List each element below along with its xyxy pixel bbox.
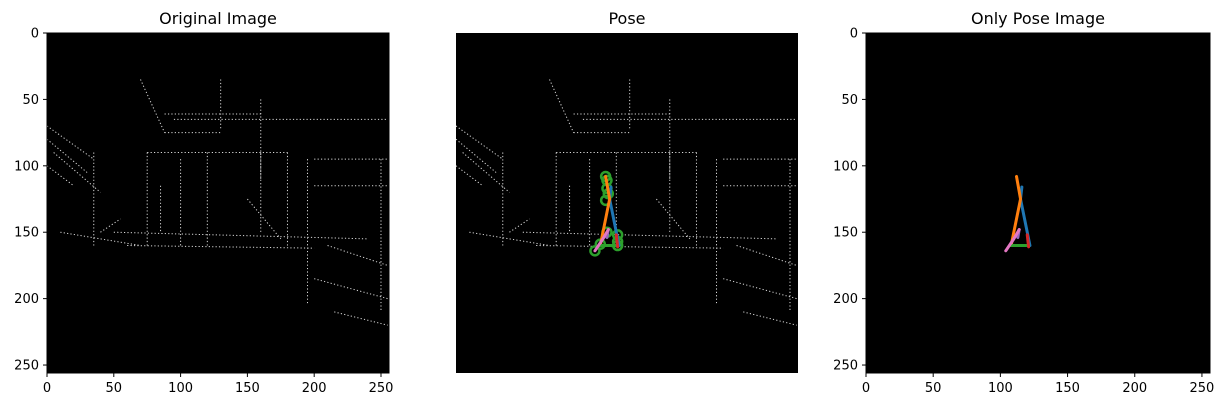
edge-line: [327, 245, 388, 266]
x-tick-label: 50: [106, 381, 123, 396]
x-tick-label: 100: [168, 381, 193, 396]
x-tick-label: 0: [43, 381, 51, 396]
panel-title-original: Original Image: [159, 9, 277, 28]
edge-line: [140, 79, 166, 133]
edge-line: [314, 278, 388, 300]
x-tick-label: 200: [302, 381, 327, 396]
pose-skeleton-overlay: [589, 170, 624, 257]
edge-line: [53, 152, 101, 193]
edge-line: [47, 165, 75, 187]
y-tick-label: 200: [14, 292, 39, 307]
edge-line: [549, 79, 575, 133]
edge-line: [113, 231, 368, 240]
pose-limb-line: [614, 233, 620, 249]
x-tick-label: 0: [862, 381, 870, 396]
edge-line: [334, 311, 388, 326]
edge-line: [509, 218, 530, 233]
panel-title-only-pose: Only Pose Image: [971, 9, 1105, 28]
y-tick-label: 100: [833, 159, 858, 174]
y-ticks-original: 0 50 100 150 200 250: [14, 27, 47, 374]
y-tick-label: 250: [14, 359, 39, 374]
pose-limb-line: [598, 174, 612, 247]
x-tick-label: 250: [1190, 381, 1215, 396]
image-area-only-pose: [866, 33, 1210, 373]
x-tick-label: 150: [235, 381, 260, 396]
y-tick-label: 100: [14, 159, 39, 174]
y-tick-label: 0: [850, 27, 858, 42]
edge-line: [723, 278, 797, 300]
panel-original-image: Original Image 0 50 100 150 200 250 0 50 100 150…: [14, 9, 393, 396]
edge-line: [47, 125, 95, 160]
edge-line: [127, 245, 315, 249]
x-tick-label: 100: [988, 381, 1013, 396]
edge-line: [100, 218, 121, 233]
edge-line: [522, 231, 777, 240]
y-tick-label: 50: [22, 93, 39, 108]
pose-skeleton-only: [1004, 174, 1032, 253]
x-ticks-original: 0 50 100 150 200 250: [43, 373, 394, 396]
y-tick-label: 150: [833, 226, 858, 241]
y-ticks-only-pose: 0 50 100 150 200 250: [833, 27, 866, 374]
x-tick-label: 50: [925, 381, 942, 396]
edge-line: [462, 152, 510, 193]
edge-line: [743, 311, 797, 326]
image-area-original: [47, 33, 389, 373]
pose-limb-line: [1025, 233, 1031, 249]
edge-line: [456, 125, 504, 160]
axes-frame-only-pose: [865, 32, 1211, 374]
edge-lines-original: [47, 79, 388, 326]
y-tick-label: 50: [841, 93, 858, 108]
panel-pose: Pose: [456, 9, 798, 373]
panel-only-pose: Only Pose Image 0 50 100 150 200 250 0 50 100 15…: [833, 9, 1214, 396]
pose-limb-line: [1004, 228, 1021, 253]
image-area-pose: [456, 33, 798, 373]
x-tick-label: 150: [1055, 381, 1080, 396]
x-ticks-only-pose: 0 50 100 150 200 250: [862, 373, 1214, 396]
panel-title-pose: Pose: [608, 9, 645, 28]
edge-lines-pose: [456, 79, 797, 326]
pose-limb-line: [593, 228, 610, 253]
edge-line: [456, 165, 484, 187]
x-tick-label: 200: [1122, 381, 1147, 396]
edge-line: [736, 245, 797, 266]
y-tick-label: 150: [14, 226, 39, 241]
pose-joint-marker: [589, 245, 601, 257]
y-tick-label: 200: [833, 292, 858, 307]
edge-line: [536, 245, 724, 249]
y-tick-label: 250: [833, 359, 858, 374]
axes-frame-original: [46, 32, 390, 374]
x-tick-label: 250: [369, 381, 394, 396]
pose-limb-line: [1009, 174, 1023, 247]
y-tick-label: 0: [31, 27, 39, 42]
